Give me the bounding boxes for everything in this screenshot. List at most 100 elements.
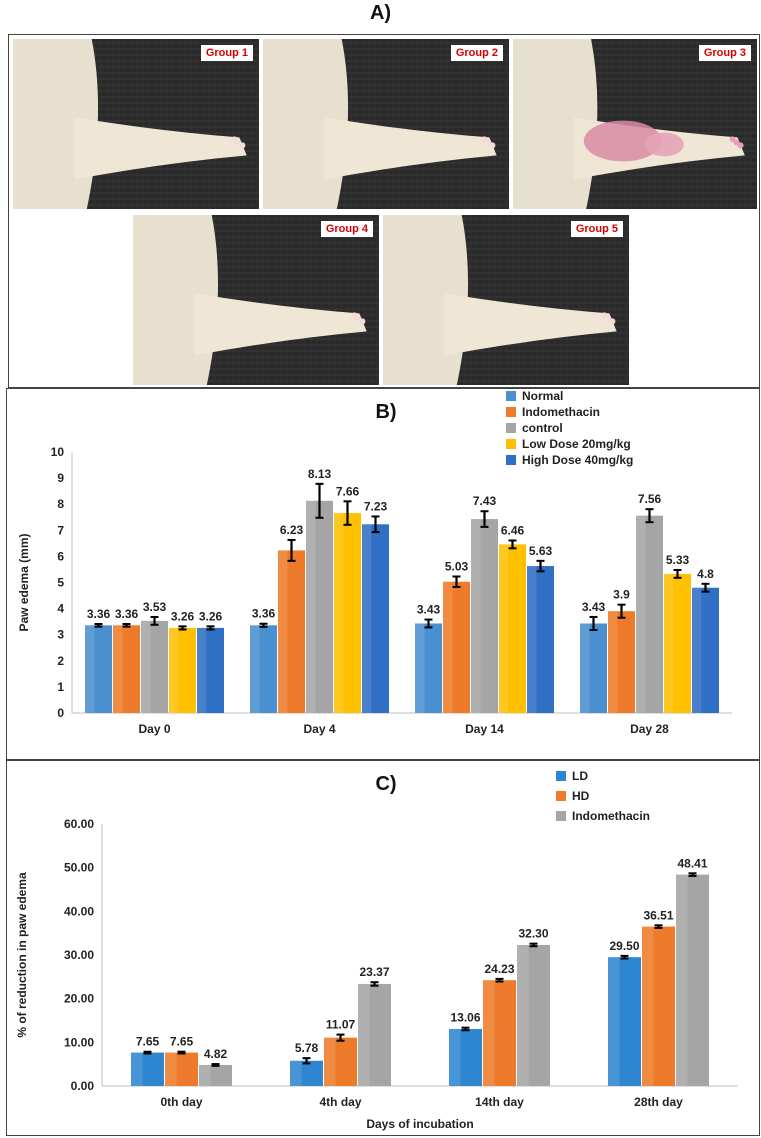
bar xyxy=(334,513,361,713)
bar xyxy=(415,623,442,713)
bar-gloss xyxy=(676,874,688,1086)
data-label: 3.43 xyxy=(582,600,606,614)
data-label: 4.82 xyxy=(204,1047,228,1061)
bar xyxy=(499,544,526,713)
paw-illustration xyxy=(513,39,757,209)
paw-illustration xyxy=(133,215,379,385)
bar xyxy=(608,957,641,1086)
panel-title: C) xyxy=(375,773,396,795)
bar-group: 32.30 xyxy=(517,927,550,1086)
y-tick-label: 50.00 xyxy=(64,861,94,875)
data-label: 13.06 xyxy=(450,1011,480,1025)
bar-group: 3.36 xyxy=(113,607,140,713)
data-label: 3.36 xyxy=(87,607,111,621)
bar-gloss xyxy=(362,524,372,713)
data-label: 48.41 xyxy=(677,856,707,870)
bar-gloss xyxy=(278,550,288,713)
bar-group: 7.43 xyxy=(471,494,498,713)
y-tick-label: 7 xyxy=(57,523,64,537)
bar xyxy=(197,627,224,713)
y-tick-label: 40.00 xyxy=(64,904,94,918)
bar-gloss xyxy=(165,1052,177,1086)
legend-swatch xyxy=(506,455,516,465)
x-tick-label: Day 28 xyxy=(630,722,669,736)
y-tick-label: 10 xyxy=(51,445,65,459)
bar xyxy=(290,1060,323,1086)
bar-gloss xyxy=(580,623,590,713)
data-label: 5.33 xyxy=(666,553,690,567)
bar-gloss xyxy=(527,566,537,713)
bar-group: 3.43 xyxy=(415,603,442,713)
bar xyxy=(113,625,140,713)
bar-group: 7.65 xyxy=(131,1035,164,1086)
bar-gloss xyxy=(324,1037,336,1086)
bar xyxy=(165,1052,198,1086)
bar-gloss xyxy=(517,944,529,1086)
data-label: 24.23 xyxy=(484,962,514,976)
bar-group: 6.46 xyxy=(499,523,526,713)
y-tick-label: 6 xyxy=(57,549,64,563)
panel-a-title: A) xyxy=(369,2,392,24)
bar-gloss xyxy=(692,587,702,713)
data-label: 29.50 xyxy=(609,939,639,953)
bar-group: 6.23 xyxy=(278,523,305,713)
y-tick-label: 9 xyxy=(57,471,64,485)
bar xyxy=(449,1028,482,1086)
legend-entry: control xyxy=(522,421,563,435)
bar-group: 3.53 xyxy=(141,600,168,713)
bar xyxy=(664,573,691,713)
bar-gloss xyxy=(250,625,260,713)
y-axis-label: Paw edema (mm) xyxy=(17,533,31,631)
data-label: 3.43 xyxy=(417,603,441,617)
bar xyxy=(483,980,516,1086)
bar xyxy=(692,587,719,713)
bar-gloss xyxy=(483,980,495,1086)
y-tick-label: 8 xyxy=(57,497,64,511)
legend-swatch xyxy=(506,391,516,401)
bar-gloss xyxy=(131,1052,143,1086)
y-tick-label: 30.00 xyxy=(64,948,94,962)
y-axis-label: % of reduction in paw edema xyxy=(15,872,29,1038)
bar-gloss xyxy=(113,625,123,713)
chart-c-percent-reduction: C) 0.00 10.00 20.00 30.00 40.00 50.00 60.00 % of… xyxy=(6,760,760,1136)
bar-group: 24.23 xyxy=(483,962,516,1086)
bar xyxy=(636,515,663,713)
bar xyxy=(676,874,709,1086)
x-tick-label: Day 4 xyxy=(303,722,335,736)
group-2-label: Group 2 xyxy=(450,45,503,61)
panel-title: B) xyxy=(375,401,396,423)
data-label: 3.36 xyxy=(252,607,276,621)
bar-gloss xyxy=(608,611,618,713)
bar-gloss xyxy=(664,573,674,713)
bar-group: 29.50 xyxy=(608,939,641,1086)
bar-group: 7.23 xyxy=(362,499,389,713)
bar-gloss xyxy=(199,1064,211,1086)
data-label: 4.8 xyxy=(697,567,714,581)
data-label: 5.63 xyxy=(529,544,553,558)
data-label: 3.26 xyxy=(171,609,195,623)
legend-entry: HD xyxy=(572,789,590,803)
bar xyxy=(443,581,470,713)
bar xyxy=(306,500,333,713)
bar-gloss xyxy=(415,623,425,713)
data-label: 8.13 xyxy=(308,467,332,481)
group-3-photo: Group 3 xyxy=(513,39,757,209)
bar-group: 5.63 xyxy=(527,544,554,713)
data-label: 11.07 xyxy=(326,1018,356,1032)
y-tick-label: 0 xyxy=(57,706,64,720)
bar-gloss xyxy=(443,581,453,713)
legend-entry: High Dose 40mg/kg xyxy=(522,453,633,467)
bar-group: 48.41 xyxy=(676,856,709,1086)
paw-illustration xyxy=(263,39,509,209)
bar-group: 23.37 xyxy=(358,965,391,1086)
legend-swatch xyxy=(556,771,566,781)
data-label: 6.23 xyxy=(280,523,304,537)
group-1-label: Group 1 xyxy=(200,45,253,61)
chart-b-paw-edema: B) 0 1 2 3 4 5 6 7 8 9 10 Paw edema (mm) Day 0 3.36 3.3… xyxy=(6,388,760,760)
bar-gloss xyxy=(608,957,620,1086)
bar-gloss xyxy=(290,1060,302,1086)
data-label: 7.56 xyxy=(638,492,662,506)
x-tick-label: Day 14 xyxy=(465,722,504,736)
bar-group: 11.07 xyxy=(324,1018,357,1086)
x-tick-label: 28th day xyxy=(634,1095,683,1109)
